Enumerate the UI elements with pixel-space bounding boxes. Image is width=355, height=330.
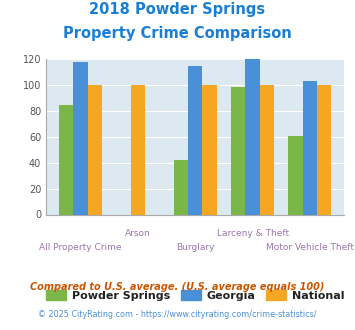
Text: Property Crime Comparison: Property Crime Comparison <box>63 26 292 41</box>
Bar <box>131 85 145 214</box>
Text: Compared to U.S. average. (U.S. average equals 100): Compared to U.S. average. (U.S. average … <box>30 282 325 292</box>
Text: 2018 Powder Springs: 2018 Powder Springs <box>89 2 266 16</box>
Bar <box>231 86 245 214</box>
Text: © 2025 CityRating.com - https://www.cityrating.com/crime-statistics/: © 2025 CityRating.com - https://www.city… <box>38 310 317 319</box>
Bar <box>317 85 332 214</box>
Bar <box>73 62 88 214</box>
Bar <box>174 160 188 214</box>
Text: Arson: Arson <box>125 229 151 238</box>
Legend: Powder Springs, Georgia, National: Powder Springs, Georgia, National <box>42 285 349 305</box>
Bar <box>260 85 274 214</box>
Bar <box>245 59 260 215</box>
Text: Larceny & Theft: Larceny & Theft <box>217 229 289 238</box>
Bar <box>59 105 73 214</box>
Text: Motor Vehicle Theft: Motor Vehicle Theft <box>266 243 354 251</box>
Bar <box>288 136 303 214</box>
Bar <box>202 85 217 214</box>
Text: Burglary: Burglary <box>176 243 214 251</box>
Text: All Property Crime: All Property Crime <box>39 243 122 251</box>
Bar <box>88 85 102 214</box>
Bar <box>303 82 317 214</box>
Bar <box>188 66 202 214</box>
